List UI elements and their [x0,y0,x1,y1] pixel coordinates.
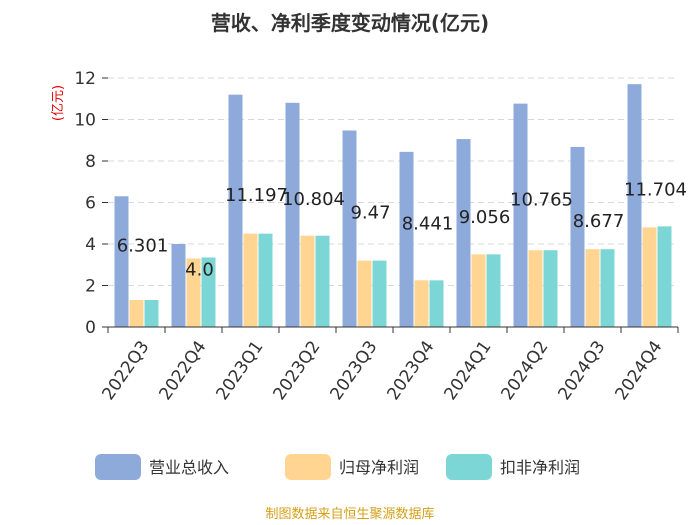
x-tick-label: 2024Q4 [611,337,666,404]
bar-deducted-net-profit [657,226,672,327]
legend-label: 营业总收入 [149,458,229,477]
y-tick-label: 10 [74,111,96,131]
x-tick-label: 2024Q2 [497,337,552,404]
y-tick-label: 4 [85,235,96,255]
data-label: 10.804 [282,189,345,210]
bar-revenue [399,151,414,327]
bar-net-profit [300,235,315,327]
legend-swatch [95,454,141,480]
bar-deducted-net-profit [201,257,216,327]
bar-net-profit [528,250,543,327]
bar-net-profit [357,260,372,327]
bar-net-profit [186,258,201,327]
y-tick-label: 2 [85,277,96,297]
x-tick-label: 2023Q1 [212,337,267,404]
y-tick-label: 8 [85,152,96,172]
bar-revenue [513,103,528,327]
x-tick-label: 2024Q1 [440,337,495,404]
data-label: 8.677 [573,211,625,232]
y-unit-label: (亿元) [51,85,66,121]
x-axis-ticks: 2022Q3 2022Q4 2023Q1 2023Q2 2023Q3 2023Q4 2024… [98,327,679,404]
bar-net-profit [129,300,144,327]
data-label: 9.47 [350,203,390,224]
bar-revenue [627,84,642,327]
legend-swatch [285,454,331,480]
legend-label: 扣非净利润 [500,458,580,477]
bar-deducted-net-profit [600,249,615,327]
y-axis-ticks: 0 2 4 6 8 10 12 [74,69,108,338]
x-tick-label: 2022Q4 [155,337,210,404]
x-tick-label: 2022Q3 [98,337,153,404]
y-tick-label: 6 [85,194,96,214]
bar-revenue [342,130,357,327]
bar-deducted-net-profit [144,300,159,327]
bar-net-profit [642,227,657,327]
bar-revenue [171,244,186,327]
bar-net-profit [414,280,429,327]
bar-deducted-net-profit [372,260,387,327]
data-label: 10.765 [510,189,573,210]
bar-deducted-net-profit [315,235,330,327]
data-label: 11.704 [624,180,687,201]
bar-revenue [228,94,243,327]
data-label: 4.0 [185,260,214,281]
y-tick-label: 12 [74,69,96,89]
bar-deducted-net-profit [258,233,273,327]
legend: 营业总收入 归母净利润 扣非净利润 [95,454,580,480]
bar-revenue [285,102,300,327]
y-tick-label: 0 [85,318,96,338]
x-tick-label: 2024Q3 [554,337,609,404]
bar-revenue [114,196,129,327]
bar-deducted-net-profit [429,280,444,327]
x-tick-label: 2023Q2 [269,337,324,404]
bar-deducted-net-profit [543,250,558,327]
data-label: 11.197 [225,185,288,206]
data-label: 8.441 [402,213,454,234]
bars [114,84,672,327]
source-note: 制图数据来自恒生聚源数据库 [265,506,434,522]
chart-title: 营收、净利季度变动情况(亿元) [211,11,489,35]
bar-revenue [570,146,585,327]
bar-net-profit [471,254,486,327]
bar-revenue [456,139,471,327]
data-label: 6.301 [117,236,169,257]
x-tick-label: 2023Q3 [326,337,381,404]
legend-label: 归母净利润 [339,458,419,477]
data-label: 9.056 [459,207,511,228]
bar-net-profit [243,233,258,327]
legend-swatch [446,454,492,480]
x-tick-label: 2023Q4 [383,337,438,404]
bar-deducted-net-profit [486,254,501,327]
bar-net-profit [585,249,600,327]
